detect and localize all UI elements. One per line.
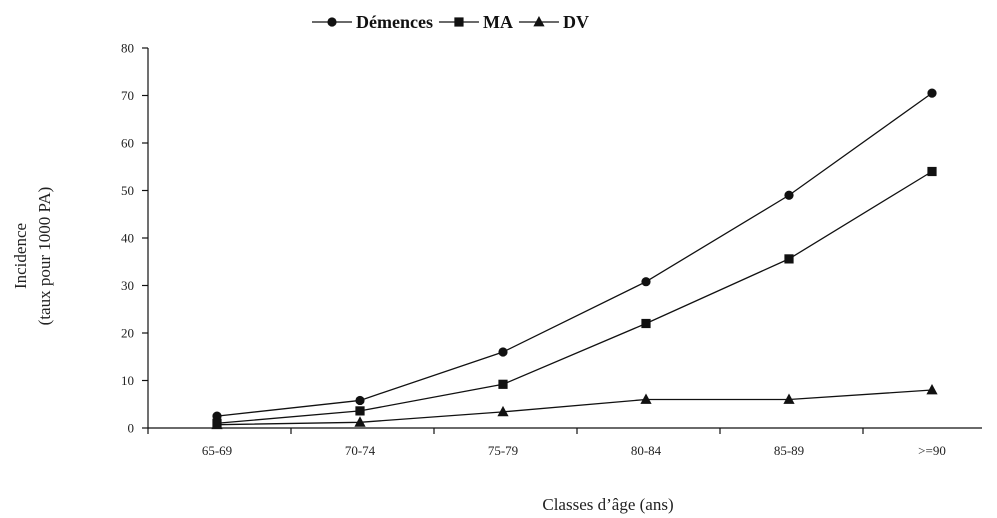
y-axis: 0 10 20 30 40 50 60 70 80 <box>121 41 149 436</box>
data-point <box>354 416 366 427</box>
legend-item: DV <box>518 12 589 32</box>
legend-marker <box>327 17 337 27</box>
legend: Démences MA DV <box>312 12 589 32</box>
y-axis-title-line2: (taux pour 1000 PA) <box>35 187 54 326</box>
y-tick-label: 50 <box>121 183 134 198</box>
series-1 <box>212 166 937 428</box>
data-point <box>784 254 794 264</box>
data-point <box>926 384 938 395</box>
x-tick-label: >=90 <box>918 443 946 458</box>
data-point <box>641 318 651 329</box>
data-point <box>497 405 509 417</box>
x-tick-label: 70-74 <box>345 443 376 458</box>
series-line <box>216 170 933 424</box>
data-point <box>211 418 223 430</box>
legend-marker <box>454 17 464 27</box>
legend-item: MA <box>438 12 513 32</box>
data-point <box>355 395 365 406</box>
legend-label: DV <box>563 12 589 32</box>
legend-marker <box>533 16 545 27</box>
y-tick-label: 0 <box>128 421 135 436</box>
data-point <box>498 347 508 357</box>
x-tick-label: 75-79 <box>488 443 518 458</box>
legend-label: MA <box>483 12 513 32</box>
x-tick-label: 85-89 <box>774 443 804 458</box>
y-tick-label: 60 <box>121 136 134 151</box>
series-group <box>211 88 938 430</box>
y-tick-label: 70 <box>121 88 134 103</box>
data-point <box>212 411 222 421</box>
data-point <box>641 277 651 287</box>
data-point <box>498 379 508 389</box>
data-point <box>784 190 794 200</box>
y-tick-label: 10 <box>121 373 134 388</box>
series-line <box>216 389 933 426</box>
data-point <box>640 393 652 404</box>
data-point <box>927 88 937 98</box>
x-tick-label: 80-84 <box>631 443 662 458</box>
series-0 <box>212 88 937 421</box>
x-axis-title: Classes d’âge (ans) <box>542 495 673 514</box>
legend-item: Démences <box>312 12 433 32</box>
data-point <box>927 166 937 177</box>
y-tick-label: 80 <box>121 41 134 56</box>
y-axis-title-line1: Incidence <box>11 223 30 289</box>
data-point <box>355 406 365 416</box>
x-tick-label: 65-69 <box>202 443 232 458</box>
legend-label: Démences <box>356 12 433 32</box>
series-line <box>216 92 933 417</box>
x-axis: 65-69 70-74 75-79 80-84 85-89 >=90 <box>147 427 982 458</box>
y-tick-label: 40 <box>121 231 134 246</box>
data-point <box>783 393 795 404</box>
series-2 <box>211 384 938 430</box>
y-tick-label: 20 <box>121 326 134 341</box>
y-tick-label: 30 <box>121 278 134 293</box>
